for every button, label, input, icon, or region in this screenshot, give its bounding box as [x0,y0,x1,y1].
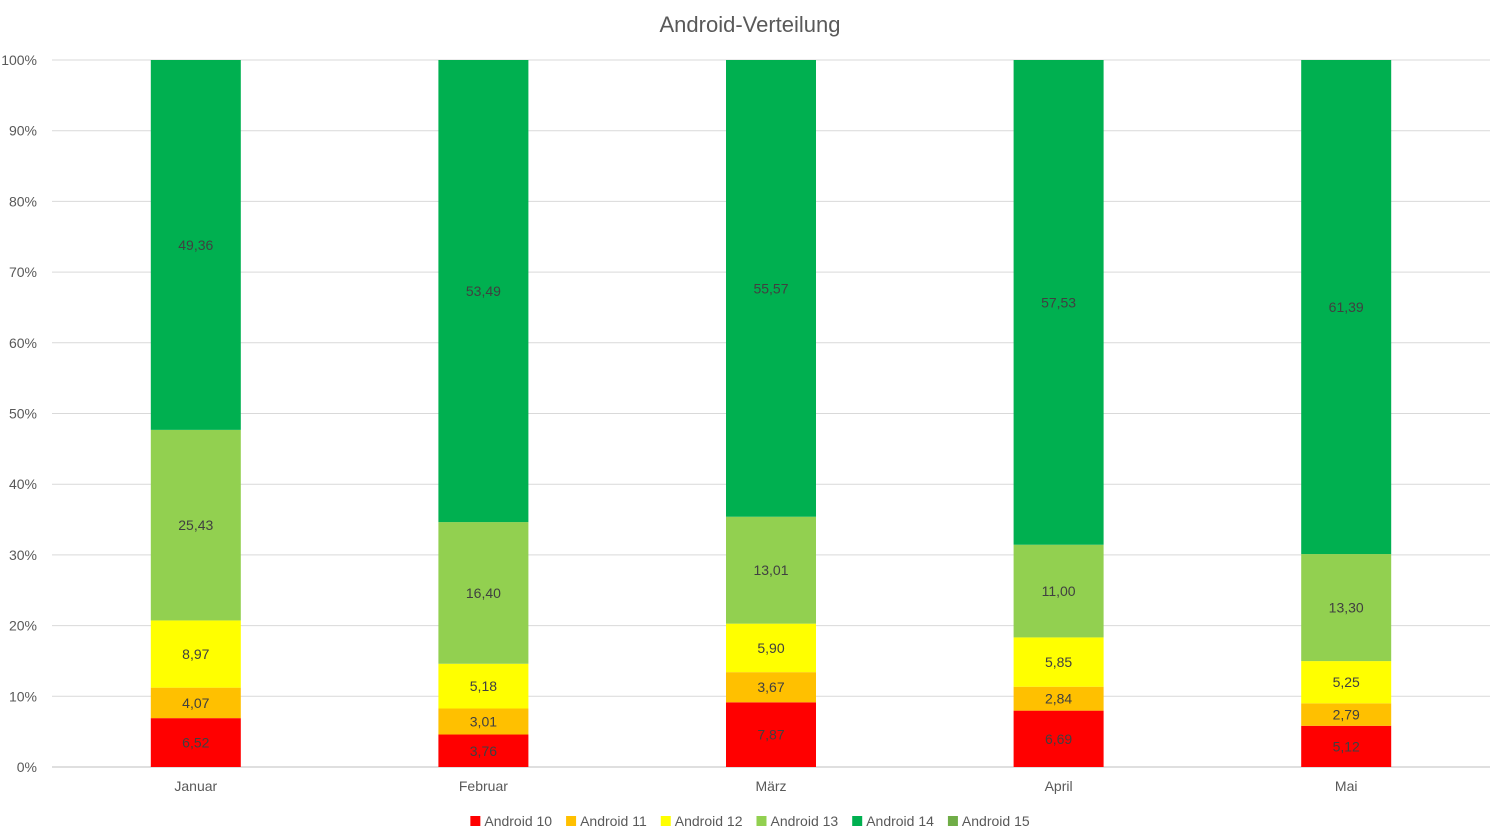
y-tick-label: 90% [9,123,37,139]
bar-segment [150,620,241,688]
legend-item: Android 10 [470,813,552,829]
bar-segment [1013,544,1104,638]
data-label: 16,40 [466,585,501,601]
data-label: 5,90 [757,640,784,656]
legend-swatch [660,816,671,826]
bar-segment [1301,725,1392,767]
x-axis-categories: Januar Februar März April Mai [174,778,1357,794]
x-category-label: April [1045,778,1073,794]
y-tick-label: 50% [9,406,37,422]
legend-label: Android 14 [866,813,934,829]
y-tick-label: 0% [17,759,37,775]
y-tick-label: 40% [9,476,37,492]
data-label: 2,79 [1333,707,1360,723]
y-axis-ticks: 0% 10% 20% 30% 40% 50% 60% 70% 80% 90% 100% [1,52,37,775]
data-label: 13,30 [1329,600,1364,616]
bar-segment [150,718,241,767]
legend-item: Android 15 [947,813,1030,829]
y-tick-label: 80% [9,193,37,209]
bar-segment [1301,60,1392,555]
data-label: 53,49 [466,283,501,299]
bar-segment [1301,661,1392,704]
x-category-label: Februar [459,778,508,794]
data-label: 3,01 [470,714,497,730]
legend-item: Android 14 [852,813,934,829]
data-labels: 6,52 4,07 8,97 25,43 49,36 3,76 3,01 5,18 16,40 5… [178,237,1364,759]
bar-segment [150,60,241,430]
data-label: 3,67 [757,679,784,695]
data-label: 61,39 [1329,299,1364,315]
data-label: 5,25 [1333,674,1360,690]
legend-label: Android 12 [675,813,743,829]
legend-swatch [566,816,577,826]
bar-segment [1013,60,1104,545]
data-label: 13,01 [753,562,788,578]
bar-segment [1013,710,1104,767]
bar-segment [438,60,529,523]
legend-swatch [947,816,958,826]
legend-label: Android 10 [484,813,552,829]
legend-label: Android 15 [962,813,1030,829]
bar-segment [726,672,816,703]
y-tick-label: 70% [9,264,37,280]
y-tick-label: 20% [9,618,37,634]
data-label: 2,84 [1045,691,1072,707]
legend-swatch [756,816,767,826]
y-tick-label: 10% [9,688,37,704]
legend-label: Android 13 [770,813,838,829]
data-label: 5,85 [1045,654,1072,670]
bar-segment [438,708,529,735]
bar-segment [150,429,241,621]
data-label: 11,00 [1042,583,1076,599]
legend-label: Android 11 [580,813,647,829]
data-label: 5,12 [1333,738,1360,754]
bar-segment [1013,686,1104,711]
data-label: 7,87 [757,727,784,743]
legend-item: Android 13 [756,813,838,829]
bars [150,60,1392,767]
legend-swatch [852,816,863,826]
bar-segment [1013,637,1104,687]
y-tick-label: 30% [9,547,37,563]
x-category-label: Mai [1335,778,1358,794]
bar-segment [438,522,529,664]
legend-item: Android 11 [566,813,647,829]
bar-segment [726,60,816,517]
data-label: 4,07 [182,695,209,711]
legend: Android 10 Android 11 Android 12 Android 13… [470,813,1030,829]
data-label: 25,43 [178,517,213,533]
bar-segment [150,687,241,719]
bar-segment [438,734,529,767]
data-label: 8,97 [182,646,209,662]
x-category-label: Januar [174,778,217,794]
bar-segment [438,663,529,709]
bar-segment [726,702,816,767]
data-label: 5,18 [470,678,497,694]
data-label: 6,52 [182,735,209,751]
data-label: 57,53 [1041,294,1076,310]
data-label: 6,69 [1045,731,1072,747]
x-category-label: März [755,778,786,794]
data-label: 3,76 [470,743,497,759]
y-tick-label: 100% [1,52,37,68]
legend-item: Android 12 [660,813,743,829]
bar-segment [726,516,816,624]
y-tick-label: 60% [9,335,37,351]
bar-segment [1301,703,1392,726]
legend-swatch [470,816,481,826]
bar-segment [726,623,816,673]
bar-segment [1301,554,1392,662]
data-label: 55,57 [753,280,788,296]
chart-title: Android-Verteilung [659,12,840,37]
data-label: 49,36 [178,237,213,253]
